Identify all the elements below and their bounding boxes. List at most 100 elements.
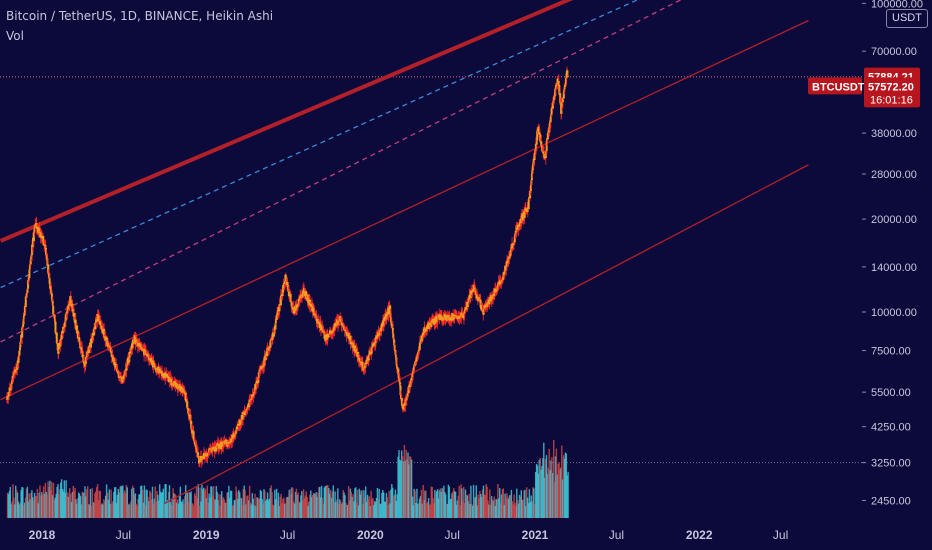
volume-bar (131, 488, 133, 518)
candle-body (339, 316, 342, 321)
candle-body (413, 366, 415, 370)
volume-bar (141, 485, 143, 518)
candle-body (562, 92, 565, 99)
candle-body (18, 350, 21, 356)
volume-bar (347, 505, 349, 518)
candle-body (259, 368, 262, 370)
volume-bar (403, 445, 406, 518)
volume-bar (255, 505, 257, 518)
volume-bar (436, 489, 439, 518)
volume-bar (165, 484, 167, 518)
candle-body (10, 381, 13, 384)
candle-body (144, 349, 147, 351)
volume-bar (229, 497, 231, 518)
candle-body (556, 84, 558, 86)
candle-body (289, 293, 292, 295)
volume-bar (87, 503, 90, 518)
volume-bar (420, 489, 423, 518)
volume-bar (106, 492, 109, 518)
volume-bar (534, 504, 536, 518)
volume-bar (392, 495, 395, 518)
candle-body (337, 321, 340, 326)
candle-body (86, 355, 88, 358)
candle-body (301, 296, 304, 298)
volume-bar (202, 489, 204, 518)
candle-body (367, 360, 370, 362)
candle-body (144, 348, 146, 350)
volume-bar (553, 481, 556, 518)
volume-bar (402, 461, 405, 518)
volume-bar (210, 486, 212, 518)
volume-bar (531, 501, 533, 518)
candle-body (392, 333, 395, 339)
candle-body (563, 87, 566, 90)
time-axis[interactable]: 2018 Jul 2019 Jul 2020 Jul 2021 Jul 2022 Jul (0, 519, 932, 550)
volume-bar (54, 497, 56, 518)
volume-legend[interactable]: Vol (6, 29, 24, 43)
candle-body (68, 304, 70, 309)
candle-body (508, 256, 511, 259)
candle-body (117, 374, 120, 378)
candle-body (10, 383, 13, 390)
y-tick-label: 10000.00 (871, 307, 917, 319)
candle-body (288, 291, 291, 294)
candle-body (467, 299, 470, 302)
candle-body (38, 227, 41, 232)
volume-bar (153, 498, 155, 518)
volume-bar (526, 497, 529, 518)
candle-body (329, 330, 332, 332)
currency-badge[interactable]: USDT (886, 9, 928, 28)
volume-bar (543, 442, 545, 518)
volume-bar (442, 488, 444, 518)
volume-bar (335, 501, 337, 518)
candle-body (33, 226, 36, 229)
candle-body (115, 367, 118, 369)
candle-body (242, 412, 245, 419)
volume-bar (312, 493, 315, 518)
volume-bar (201, 484, 203, 518)
volume-bar (384, 501, 387, 518)
volume-bar (73, 491, 75, 518)
candle-body (144, 350, 147, 355)
candle-body (59, 339, 62, 342)
volume-bar (266, 492, 269, 518)
volume-bar (389, 503, 391, 518)
volume-bar (35, 496, 38, 518)
volume-bar (224, 502, 226, 518)
symbol-header[interactable]: Bitcoin / TetherUS, 1D, BINANCE, Heikin … (6, 9, 274, 23)
volume-bar (445, 503, 448, 518)
candle-body (66, 310, 69, 314)
volume-bar (81, 491, 83, 518)
candle-body (192, 430, 195, 432)
candle-body (346, 332, 349, 335)
candle-body (124, 370, 127, 375)
volume-bar (108, 489, 110, 518)
candle-body (321, 327, 324, 330)
volume-bar (475, 485, 477, 518)
volume-bar (203, 487, 205, 518)
volume-bar (203, 491, 206, 518)
candle-body (390, 322, 393, 326)
volume-bar (532, 487, 534, 518)
volume-bar (387, 504, 389, 518)
volume-bar (484, 494, 486, 518)
candle-body (314, 313, 317, 315)
candle-body (176, 387, 179, 390)
candle-body (482, 309, 485, 315)
candle-body (113, 357, 115, 360)
candle-body (476, 294, 479, 297)
volume-bar (469, 504, 471, 518)
volume-bar (204, 488, 207, 518)
volume-bar (57, 484, 59, 518)
volume-bar (47, 481, 49, 518)
volume-bar (52, 483, 55, 518)
volume-bar (48, 486, 50, 518)
volume-bar (331, 491, 334, 518)
volume-bar (220, 494, 222, 518)
volume-bar (507, 496, 509, 518)
candle-body (563, 89, 566, 92)
volume-bar (540, 469, 542, 518)
candle-body (305, 291, 307, 298)
candle-body (13, 372, 16, 374)
